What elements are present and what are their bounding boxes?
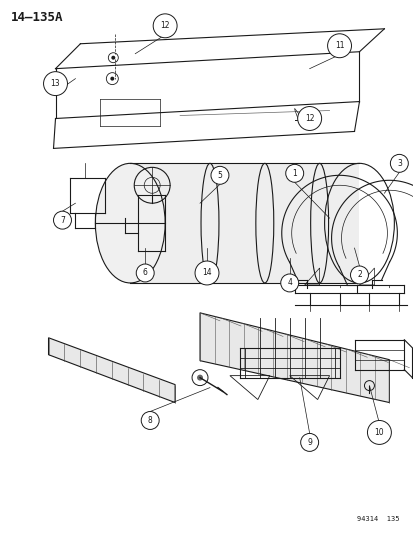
Circle shape: [43, 71, 67, 95]
Circle shape: [136, 264, 154, 282]
Circle shape: [350, 266, 368, 284]
Circle shape: [280, 274, 298, 292]
Circle shape: [327, 34, 351, 58]
Text: 5: 5: [217, 171, 222, 180]
Text: 7: 7: [60, 216, 65, 224]
Polygon shape: [199, 313, 389, 402]
Circle shape: [285, 164, 303, 182]
Text: 13: 13: [50, 79, 60, 88]
Text: 14–135A: 14–135A: [11, 11, 63, 24]
Text: 6: 6: [142, 269, 147, 278]
Text: 2: 2: [356, 270, 361, 279]
Circle shape: [367, 421, 390, 445]
Circle shape: [111, 56, 115, 60]
Text: 10: 10: [374, 428, 383, 437]
Circle shape: [389, 155, 407, 172]
Text: 9: 9: [306, 438, 311, 447]
Text: 12: 12: [304, 114, 313, 123]
Text: 1: 1: [292, 169, 297, 178]
Circle shape: [195, 261, 218, 285]
Text: 12: 12: [160, 21, 169, 30]
Circle shape: [110, 77, 114, 80]
Circle shape: [197, 375, 202, 381]
Text: 3: 3: [396, 159, 401, 168]
Text: 94314  135: 94314 135: [356, 516, 399, 522]
Circle shape: [122, 210, 128, 216]
Text: 11: 11: [334, 41, 344, 50]
Text: 8: 8: [147, 416, 152, 425]
Circle shape: [153, 14, 177, 38]
Circle shape: [53, 211, 71, 229]
Circle shape: [297, 107, 321, 131]
Circle shape: [211, 166, 228, 184]
Text: 4: 4: [287, 278, 292, 287]
Circle shape: [300, 433, 318, 451]
Text: 14: 14: [202, 269, 211, 278]
Polygon shape: [48, 338, 175, 402]
Ellipse shape: [95, 163, 165, 283]
Circle shape: [141, 411, 159, 430]
Polygon shape: [130, 163, 358, 283]
